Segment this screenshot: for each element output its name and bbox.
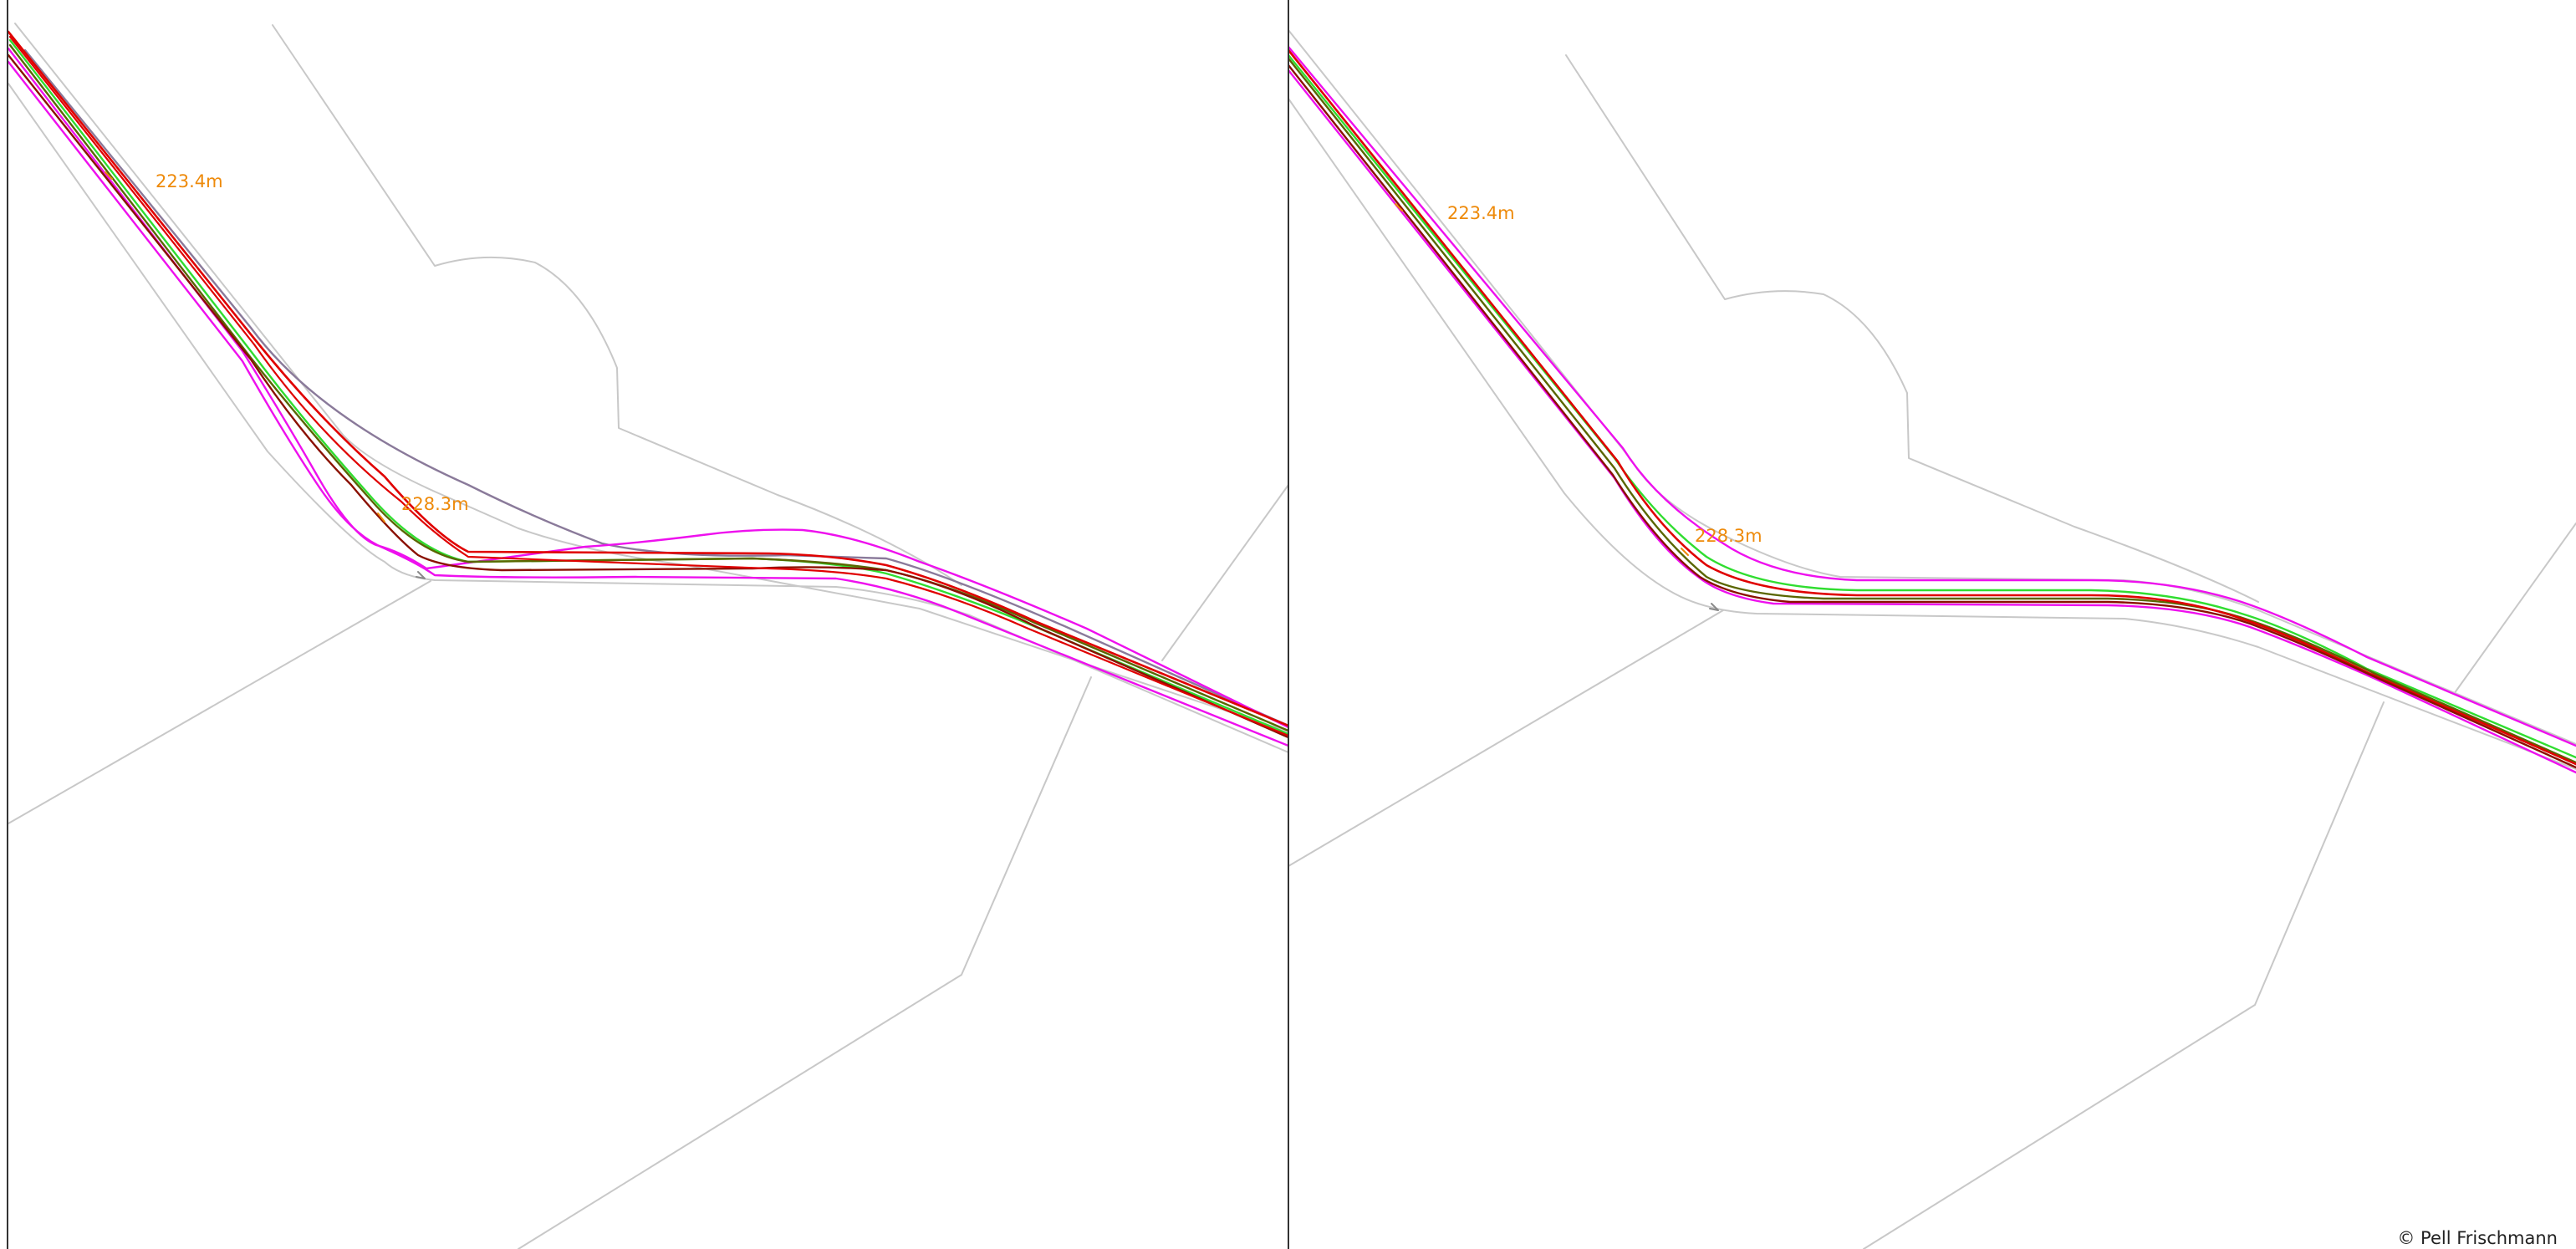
boundary-roundabout-arm (1565, 54, 2259, 603)
north-marker (1709, 603, 1719, 611)
alignment-dark-red (1288, 64, 2576, 769)
left-frame-border (7, 0, 8, 1249)
boundary-lower-edge (8, 83, 1288, 753)
alignment-magenta-inner (1288, 69, 2576, 774)
alignment-magenta-inner (7, 60, 1288, 747)
elevation-label-mid: 228.3m (401, 494, 469, 514)
alignment-red-main (1288, 48, 2576, 766)
alignment-magenta-outer (1288, 45, 2576, 747)
right-panel-drawing: 223.4m 228.3m (1288, 29, 2576, 1249)
boundary-lower-edge (1288, 98, 2576, 770)
boundary-upper-edge (14, 23, 1288, 732)
chainage-tick-mid (1681, 548, 1689, 556)
north-marker (416, 571, 426, 579)
boundary-east-spur (2453, 523, 2576, 695)
alignment-green (8, 38, 1288, 736)
right-panel: 223.4m 228.3m © Pell Frischmann (1288, 0, 2576, 1249)
panel-divider (1288, 0, 1289, 1249)
copyright-notice: © Pell Frischmann (2397, 1227, 2558, 1249)
chainage-ticks (1395, 203, 1689, 556)
alignment-olive (8, 43, 1288, 732)
left-panel-drawing: 223.4m 228.3m (7, 23, 1288, 1249)
alignment-grey-purple (23, 48, 1288, 727)
alignment-green (1288, 54, 2576, 759)
elevation-label-top: 223.4m (156, 171, 223, 191)
alignment-olive (1288, 57, 2576, 764)
chainage-tick-top (1395, 203, 1403, 212)
alignment-red-main (7, 30, 1288, 727)
boundary-lines (8, 23, 1288, 1249)
chainage-tick-top (105, 171, 113, 180)
boundary-east-spur (1161, 484, 1288, 661)
copyright-text: © Pell Frischmann (2397, 1228, 2558, 1248)
boundary-south-plot (518, 676, 1092, 1249)
boundary-roundabout-arm (272, 24, 962, 586)
alignment-dark-red (7, 54, 1288, 739)
elevation-label-mid: 228.3m (1695, 526, 1762, 546)
chainage-ticks (105, 171, 385, 523)
boundary-southwest-arm (8, 580, 431, 824)
alignment-red-secondary (8, 35, 1288, 737)
elevation-label-top: 223.4m (1447, 203, 1515, 223)
left-panel: 223.4m 228.3m (7, 23, 1288, 1249)
chainage-tick-mid (377, 512, 385, 523)
boundary-southwest-arm (1288, 609, 1724, 867)
boundary-upper-edge (1288, 29, 2576, 745)
alignment-magenta-outer (7, 47, 1288, 729)
boundary-south-plot (1863, 701, 2385, 1249)
